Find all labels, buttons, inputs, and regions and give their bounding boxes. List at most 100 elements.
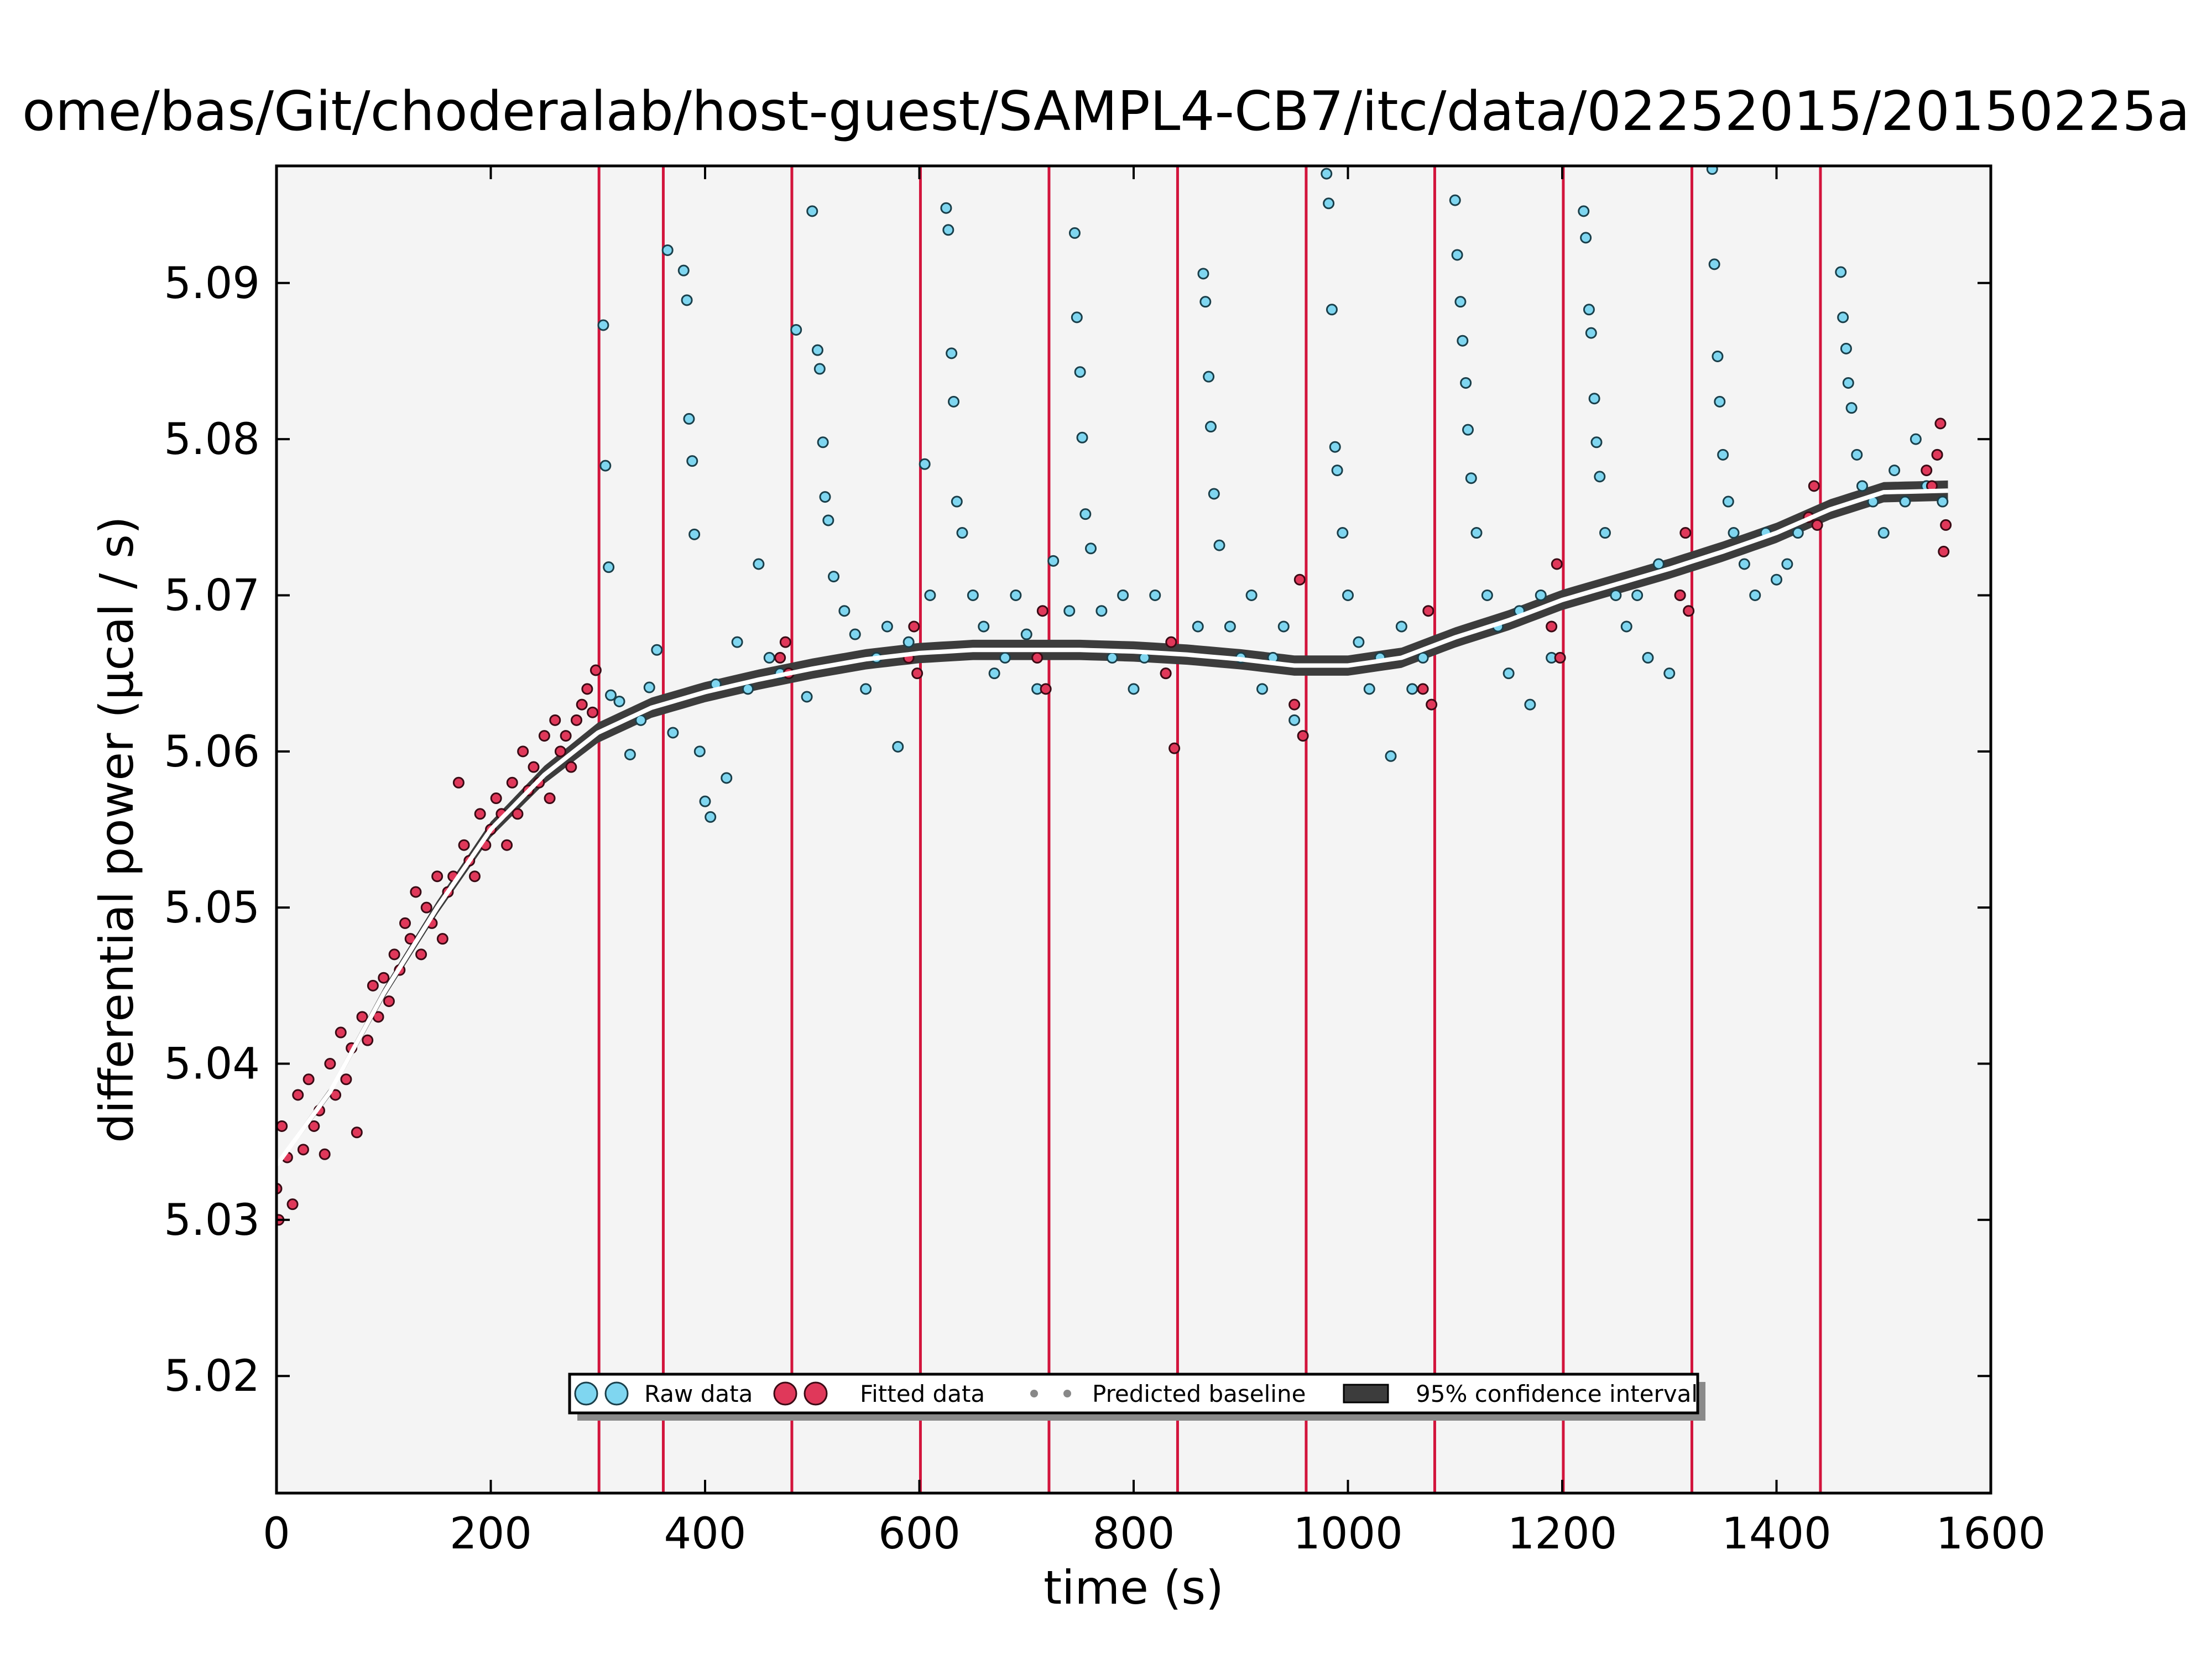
fitted-data-point [1168, 742, 1181, 754]
raw-data-point [948, 395, 959, 408]
fitted-data-point [587, 706, 599, 718]
fitted-data-point [1938, 545, 1950, 557]
x-tick-label: 200 [450, 1509, 532, 1559]
fitted-data-point [506, 776, 518, 789]
legend-marker-fitted [773, 1381, 797, 1406]
raw-data-point [1594, 471, 1606, 483]
raw-data-point [940, 202, 952, 214]
raw-data-point [1840, 342, 1852, 354]
raw-data-point [1117, 589, 1129, 601]
raw-data-point [1395, 620, 1407, 633]
raw-data-point [1454, 296, 1467, 308]
raw-data-point [1203, 371, 1215, 383]
fitted-data-point [538, 730, 550, 742]
raw-data-point [1599, 527, 1611, 539]
raw-data-point [1213, 539, 1225, 551]
y-tick-label: 5.08 [164, 415, 260, 465]
raw-data-point [753, 558, 765, 570]
raw-data-point [635, 714, 647, 726]
fitted-data-point [1679, 527, 1692, 539]
raw-data-point [860, 683, 872, 695]
raw-data-point [1095, 605, 1108, 617]
raw-data-point [1224, 620, 1236, 633]
legend-box [568, 1373, 1699, 1415]
raw-data-point [1792, 527, 1804, 539]
fitted-data-point [576, 698, 588, 711]
raw-data-point [967, 589, 979, 601]
raw-data-point [1337, 527, 1349, 539]
raw-data-point [693, 745, 706, 758]
raw-data-point [1899, 495, 1911, 508]
raw-data-point [1888, 465, 1901, 477]
fitted-data-point [367, 979, 379, 992]
y-tick-label: 5.07 [164, 571, 260, 620]
legend-label: Raw data [644, 1380, 753, 1407]
fitted-data-point [1031, 651, 1044, 664]
fitted-data-point [415, 948, 427, 961]
fitted-data-point [458, 839, 470, 851]
raw-data-point [822, 514, 834, 526]
raw-data-point [699, 795, 711, 807]
raw-data-point [801, 691, 813, 703]
fitted-data-point [908, 620, 920, 633]
raw-data-point [1465, 472, 1477, 484]
fitted-data-point [560, 730, 572, 742]
raw-data-point [1363, 683, 1375, 695]
raw-data-point [1128, 683, 1140, 695]
raw-data-point [1749, 589, 1761, 601]
raw-data-point [1590, 436, 1603, 448]
legend-marker-ci [1343, 1384, 1389, 1404]
x-axis: 0 200 400 600 800 1000 1200 1400 1600 [263, 166, 2046, 1559]
legend-marker-baseline [1063, 1390, 1071, 1397]
fitted-data-point [581, 683, 593, 695]
raw-data-point [813, 363, 826, 375]
raw-data-point [721, 772, 733, 784]
y-tick-label: 5.06 [164, 727, 260, 777]
fitted-data-point [1297, 730, 1309, 742]
fitted-data-point [1288, 698, 1301, 711]
raw-data-point [651, 644, 663, 656]
raw-data-point [828, 571, 839, 583]
fitted-data-point [308, 1120, 320, 1132]
fitted-data-point [302, 1073, 315, 1086]
fitted-data-point [1040, 683, 1052, 695]
raw-data-point [1503, 667, 1515, 680]
raw-data-point [1851, 448, 1863, 461]
fitted-data-point [1934, 418, 1947, 430]
fitted-data-point [1293, 573, 1306, 586]
raw-data-point [603, 561, 615, 573]
raw-data-point [705, 811, 717, 823]
raw-data-point [643, 681, 655, 693]
raw-data-point [1535, 589, 1547, 601]
raw-data-point [946, 347, 958, 359]
raw-data-point [1722, 495, 1734, 508]
raw-data-point [924, 589, 936, 601]
fitted-data-point [1160, 667, 1172, 680]
fitted-data-point [362, 1034, 374, 1046]
fitted-data-points [276, 418, 1952, 1226]
fitted-data-point [1811, 519, 1823, 531]
raw-data-point [1580, 232, 1592, 244]
raw-data-point [1149, 589, 1161, 601]
fitted-data-point [911, 667, 924, 680]
raw-data-point [1877, 527, 1890, 539]
fitted-data-point [452, 776, 465, 789]
fitted-data-point [512, 808, 524, 820]
raw-data-point [1585, 327, 1597, 339]
raw-data-point [1706, 166, 1718, 175]
raw-data-point [1385, 750, 1397, 762]
x-tick-label: 1600 [1936, 1509, 2046, 1559]
raw-data-point [1277, 620, 1290, 633]
fitted-data-point [351, 1126, 363, 1139]
raw-data-point [1329, 441, 1341, 453]
fitted-data-point [410, 886, 422, 898]
raw-data-point [1451, 249, 1463, 261]
raw-data-point [1708, 258, 1720, 270]
raw-data-point [1652, 558, 1665, 570]
x-tick-label: 1200 [1507, 1509, 1618, 1559]
raw-data-point [1610, 589, 1622, 601]
raw-data-point [624, 748, 636, 760]
raw-data-point [1712, 350, 1724, 362]
raw-data-point [1245, 589, 1258, 601]
